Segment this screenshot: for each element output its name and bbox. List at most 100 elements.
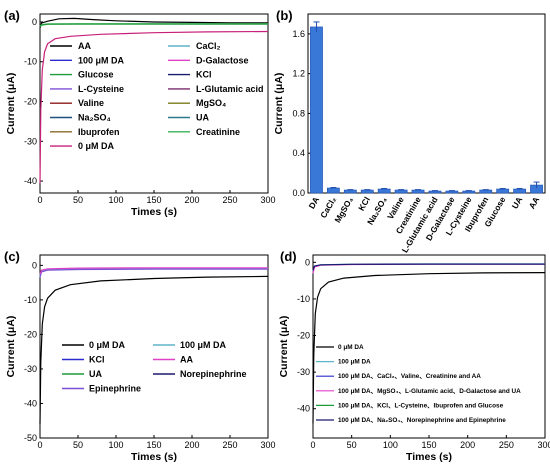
- y-axis-label: Current (μA): [273, 73, 285, 135]
- plot-frame: [39, 13, 269, 194]
- x-tick-label: 0: [37, 195, 42, 205]
- legend-label: 0 μM DA: [89, 340, 126, 350]
- legend-label: L-Cysteine: [78, 84, 124, 94]
- legend-label: 100 μM DA、MgSO₄、L-Glutamic acid、D-Galact…: [338, 388, 521, 395]
- y-axis-label: Current (μA): [5, 73, 17, 135]
- x-tick-label: 100: [383, 440, 398, 450]
- legend-label: Valine: [78, 98, 104, 108]
- x-tick-label: 250: [222, 195, 237, 205]
- series-line-3: [39, 267, 268, 275]
- panel-label: (c): [4, 249, 20, 264]
- x-tick-label: 300: [537, 440, 550, 450]
- plot-frame: [307, 13, 546, 194]
- series-line-0: [312, 272, 546, 424]
- y-tick-label: -40: [24, 176, 37, 186]
- y-tick-label: -40: [297, 404, 310, 414]
- series-line-3: [39, 23, 268, 28]
- panel-label: (b): [276, 8, 293, 23]
- series-line-0: [39, 275, 269, 425]
- series-line-1: [39, 17, 268, 29]
- category-label: UA: [510, 195, 525, 210]
- x-tick-label: 50: [73, 195, 83, 205]
- x-axis-label: Times (s): [406, 451, 452, 463]
- y-tick-label: 0: [32, 260, 37, 270]
- bar-6: [411, 189, 425, 194]
- y-tick-label: 0: [305, 257, 310, 267]
- x-tick-label: 100: [108, 195, 123, 205]
- y-tick-label: 1.6: [292, 29, 305, 39]
- y-tick-label: -50: [24, 433, 37, 443]
- y-tick-label: -10: [24, 57, 37, 67]
- x-tick-label: 0: [310, 440, 315, 450]
- x-tick-label: 50: [347, 440, 357, 450]
- legend-label: D-Galactose: [196, 55, 249, 65]
- series-line-3: [312, 263, 545, 271]
- x-tick-label: 100: [108, 440, 123, 450]
- legend-label: AA: [180, 355, 193, 365]
- bar-1: [326, 187, 340, 194]
- legend-label: 0 μM DA: [78, 141, 115, 151]
- x-tick-label: 150: [146, 440, 161, 450]
- x-tick-label: 200: [184, 195, 199, 205]
- legend-label: Epinephrine: [89, 384, 141, 394]
- x-tick-label: 200: [460, 440, 475, 450]
- x-tick-label: 150: [146, 195, 161, 205]
- y-tick-label: 0.0: [292, 188, 305, 198]
- panel-label: (a): [4, 8, 20, 23]
- plot-frame: [312, 254, 546, 439]
- x-tick-label: 150: [421, 440, 436, 450]
- bar-10: [479, 189, 493, 194]
- legend-label: L-Glutamic acid: [196, 84, 264, 94]
- x-tick-label: 300: [260, 440, 275, 450]
- legend-label: UA: [89, 369, 102, 379]
- category-label: AA: [527, 195, 542, 210]
- y-tick-label: -20: [24, 97, 37, 107]
- x-tick-label: 200: [184, 440, 199, 450]
- category-label: DA: [306, 195, 321, 210]
- y-tick-label: 0.8: [292, 108, 305, 118]
- x-tick-label: 250: [222, 440, 237, 450]
- legend-label: 100 μM DA、CaCl₂、Valine、Creatinine and AA: [338, 373, 481, 380]
- y-axis-label: Current (μA): [278, 316, 290, 378]
- legend-label: UA: [196, 113, 209, 123]
- y-tick-label: -10: [24, 295, 37, 305]
- category-label: KCl: [356, 195, 372, 213]
- bar-0: [310, 26, 323, 194]
- panel-label: (d): [280, 249, 297, 264]
- legend-label: MgSO₄: [196, 98, 226, 108]
- x-tick-label: 300: [260, 195, 275, 205]
- legend-label: Na₂SO₄: [78, 113, 111, 123]
- legend-label: AA: [78, 41, 91, 51]
- y-axis-label: Current (μA): [5, 316, 17, 378]
- legend-label: KCl: [196, 70, 212, 80]
- y-tick-label: 1.2: [292, 69, 305, 79]
- series-line-2: [39, 268, 268, 278]
- legend-label: 0 μM DA: [338, 344, 364, 351]
- y-tick-label: -20: [24, 329, 37, 339]
- x-tick-label: 0: [37, 440, 42, 450]
- x-axis-label: Times (s): [131, 451, 177, 463]
- legend-label: 100 μM DA: [338, 359, 371, 366]
- x-tick-label: 250: [499, 440, 514, 450]
- bar-4: [377, 188, 391, 194]
- y-tick-label: -30: [297, 367, 310, 377]
- legend-label: Ibuprofen: [78, 127, 120, 137]
- y-tick-label: 0.4: [292, 148, 305, 158]
- plot-frame: [39, 254, 269, 439]
- legend-label: Creatinine: [196, 127, 240, 137]
- bar-5: [394, 189, 408, 194]
- bar-2: [343, 189, 357, 194]
- x-axis-label: Times (s): [131, 206, 177, 218]
- legend-label: CaCl₂: [196, 41, 221, 51]
- legend-label: KCl: [89, 355, 105, 365]
- legend-label: Norepinephrine: [180, 369, 247, 379]
- bar-3: [360, 189, 374, 194]
- bar-11: [496, 188, 510, 194]
- legend-label: 100 μM DA、KCl、L-Cysteine、Ibuprofen and G…: [338, 402, 504, 409]
- legend-label: 100 μM DA、Na₂SO₄、Norepinephrine and Epin…: [338, 417, 506, 424]
- y-tick-label: -40: [24, 398, 37, 408]
- y-tick-label: -20: [297, 331, 310, 341]
- bar-12: [513, 188, 527, 194]
- y-tick-label: -10: [297, 294, 310, 304]
